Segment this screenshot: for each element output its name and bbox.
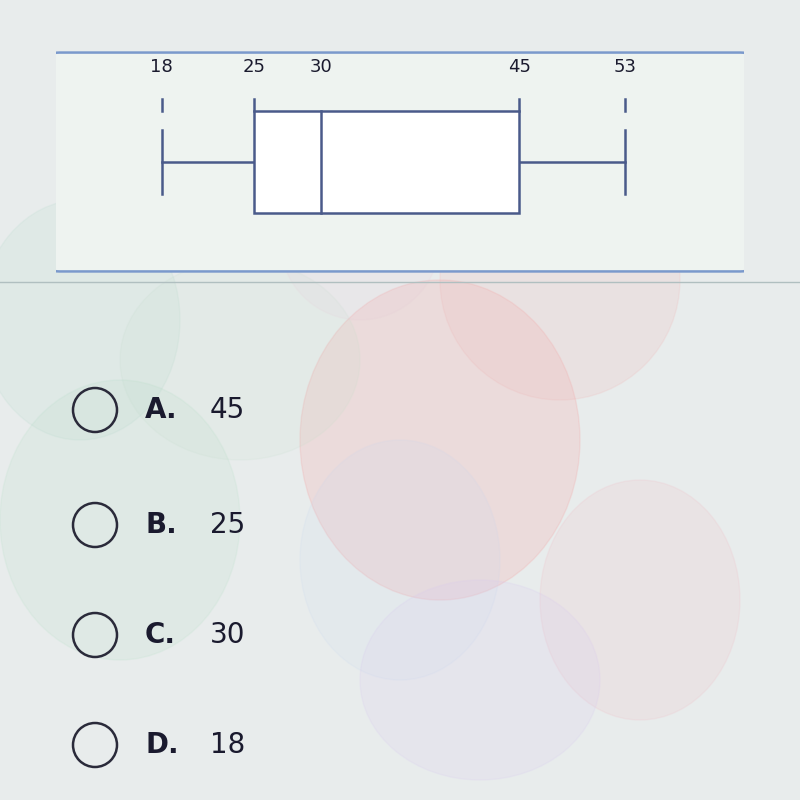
Ellipse shape bbox=[440, 160, 680, 400]
FancyBboxPatch shape bbox=[53, 53, 747, 271]
Text: 18: 18 bbox=[210, 731, 246, 759]
Ellipse shape bbox=[0, 200, 180, 440]
Text: 53: 53 bbox=[614, 58, 637, 77]
Text: 30: 30 bbox=[210, 621, 246, 649]
Text: 25: 25 bbox=[210, 511, 246, 539]
Text: 45: 45 bbox=[210, 396, 246, 424]
Ellipse shape bbox=[300, 280, 580, 600]
Bar bbox=[254, 110, 519, 214]
Ellipse shape bbox=[300, 440, 500, 680]
Text: 18: 18 bbox=[150, 58, 174, 77]
Text: A.: A. bbox=[145, 396, 178, 424]
Ellipse shape bbox=[120, 260, 360, 460]
Text: C.: C. bbox=[145, 621, 176, 649]
Text: D.: D. bbox=[145, 731, 178, 759]
Ellipse shape bbox=[0, 380, 240, 660]
Text: 30: 30 bbox=[310, 58, 332, 77]
Text: B.: B. bbox=[145, 511, 177, 539]
Text: 45: 45 bbox=[507, 58, 530, 77]
Ellipse shape bbox=[360, 580, 600, 780]
Ellipse shape bbox=[540, 480, 740, 720]
Ellipse shape bbox=[280, 160, 440, 320]
Text: 25: 25 bbox=[243, 58, 266, 77]
